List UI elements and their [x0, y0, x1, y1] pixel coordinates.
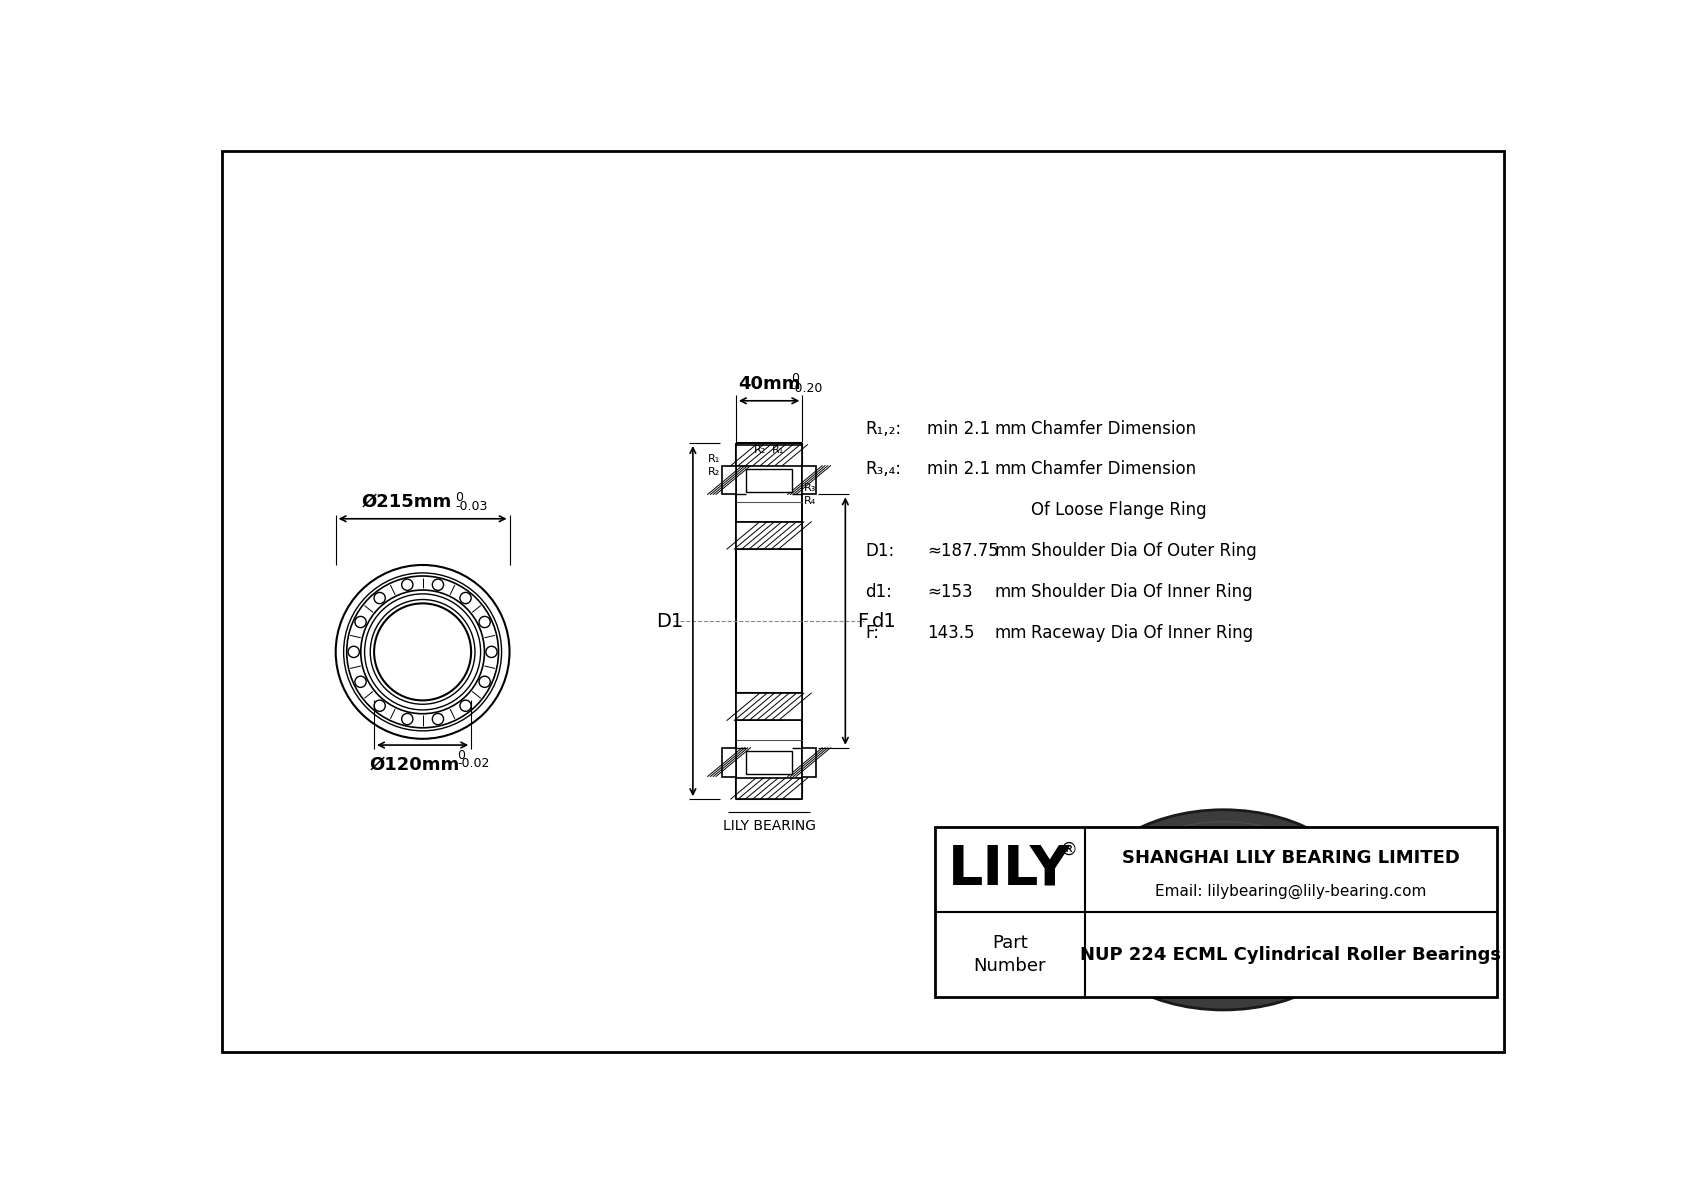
- Text: F: F: [857, 612, 869, 630]
- Bar: [722, 466, 736, 494]
- Bar: [736, 522, 802, 549]
- Text: R₂: R₂: [754, 445, 766, 455]
- Text: NUP 224 ECML Cylindrical Roller Bearings: NUP 224 ECML Cylindrical Roller Bearings: [1079, 946, 1500, 964]
- Text: -0.20: -0.20: [791, 381, 823, 394]
- Text: SHANGHAI LILY BEARING LIMITED: SHANGHAI LILY BEARING LIMITED: [1122, 849, 1460, 867]
- Text: R₂: R₂: [709, 467, 721, 478]
- Text: LILY BEARING: LILY BEARING: [722, 819, 815, 833]
- Bar: [746, 750, 791, 774]
- Text: D1: D1: [657, 612, 684, 630]
- Text: R₃: R₃: [803, 482, 817, 493]
- Text: mm: mm: [995, 582, 1027, 600]
- Text: Email: lilybearing@lily-bearing.com: Email: lilybearing@lily-bearing.com: [1155, 884, 1426, 899]
- Text: R₁: R₁: [709, 454, 721, 464]
- Text: mm: mm: [995, 542, 1027, 560]
- Text: Shoulder Dia Of Outer Ring: Shoulder Dia Of Outer Ring: [1031, 542, 1256, 560]
- Text: LILY: LILY: [948, 843, 1071, 897]
- Text: Ø120mm: Ø120mm: [370, 756, 460, 774]
- Text: Raceway Dia Of Inner Ring: Raceway Dia Of Inner Ring: [1031, 624, 1253, 642]
- Text: Ø215mm: Ø215mm: [362, 493, 453, 511]
- Bar: [746, 468, 791, 492]
- Ellipse shape: [1135, 862, 1209, 887]
- Text: 0: 0: [458, 749, 465, 762]
- Text: ≈153: ≈153: [926, 582, 973, 600]
- Bar: [802, 466, 817, 494]
- Text: Part
Number: Part Number: [973, 934, 1046, 975]
- Bar: [935, 828, 1497, 997]
- Text: -0.02: -0.02: [458, 757, 490, 771]
- Text: R₃,₄:: R₃,₄:: [866, 461, 901, 479]
- Ellipse shape: [1088, 892, 1366, 942]
- Text: mm: mm: [995, 624, 1027, 642]
- Bar: [736, 778, 802, 799]
- Text: R₁: R₁: [773, 445, 785, 455]
- Text: Of Loose Flange Ring: Of Loose Flange Ring: [1031, 501, 1206, 519]
- Text: -0.03: -0.03: [455, 499, 487, 512]
- Bar: [736, 444, 802, 466]
- Text: mm: mm: [995, 419, 1027, 437]
- Text: ≈187.75: ≈187.75: [926, 542, 999, 560]
- Text: Chamfer Dimension: Chamfer Dimension: [1031, 419, 1196, 437]
- Text: F:: F:: [866, 624, 879, 642]
- Bar: [722, 748, 736, 777]
- Bar: [736, 693, 802, 721]
- Text: d1: d1: [872, 612, 898, 630]
- Text: d1:: d1:: [866, 582, 893, 600]
- Ellipse shape: [1078, 810, 1369, 1010]
- Text: R₁,₂:: R₁,₂:: [866, 419, 901, 437]
- Text: 0: 0: [791, 373, 798, 386]
- Text: ®: ®: [1059, 841, 1078, 859]
- Ellipse shape: [1167, 883, 1280, 913]
- Text: mm: mm: [995, 461, 1027, 479]
- Text: Shoulder Dia Of Inner Ring: Shoulder Dia Of Inner Ring: [1031, 582, 1253, 600]
- Ellipse shape: [1083, 850, 1364, 934]
- Text: min 2.1: min 2.1: [926, 419, 990, 437]
- Text: min 2.1: min 2.1: [926, 461, 990, 479]
- Text: R₄: R₄: [803, 495, 817, 506]
- Bar: [802, 748, 817, 777]
- Text: 143.5: 143.5: [926, 624, 975, 642]
- Text: D1:: D1:: [866, 542, 894, 560]
- Text: 40mm: 40mm: [738, 375, 800, 393]
- Text: 0: 0: [455, 491, 463, 504]
- Ellipse shape: [1174, 875, 1273, 944]
- Text: Chamfer Dimension: Chamfer Dimension: [1031, 461, 1196, 479]
